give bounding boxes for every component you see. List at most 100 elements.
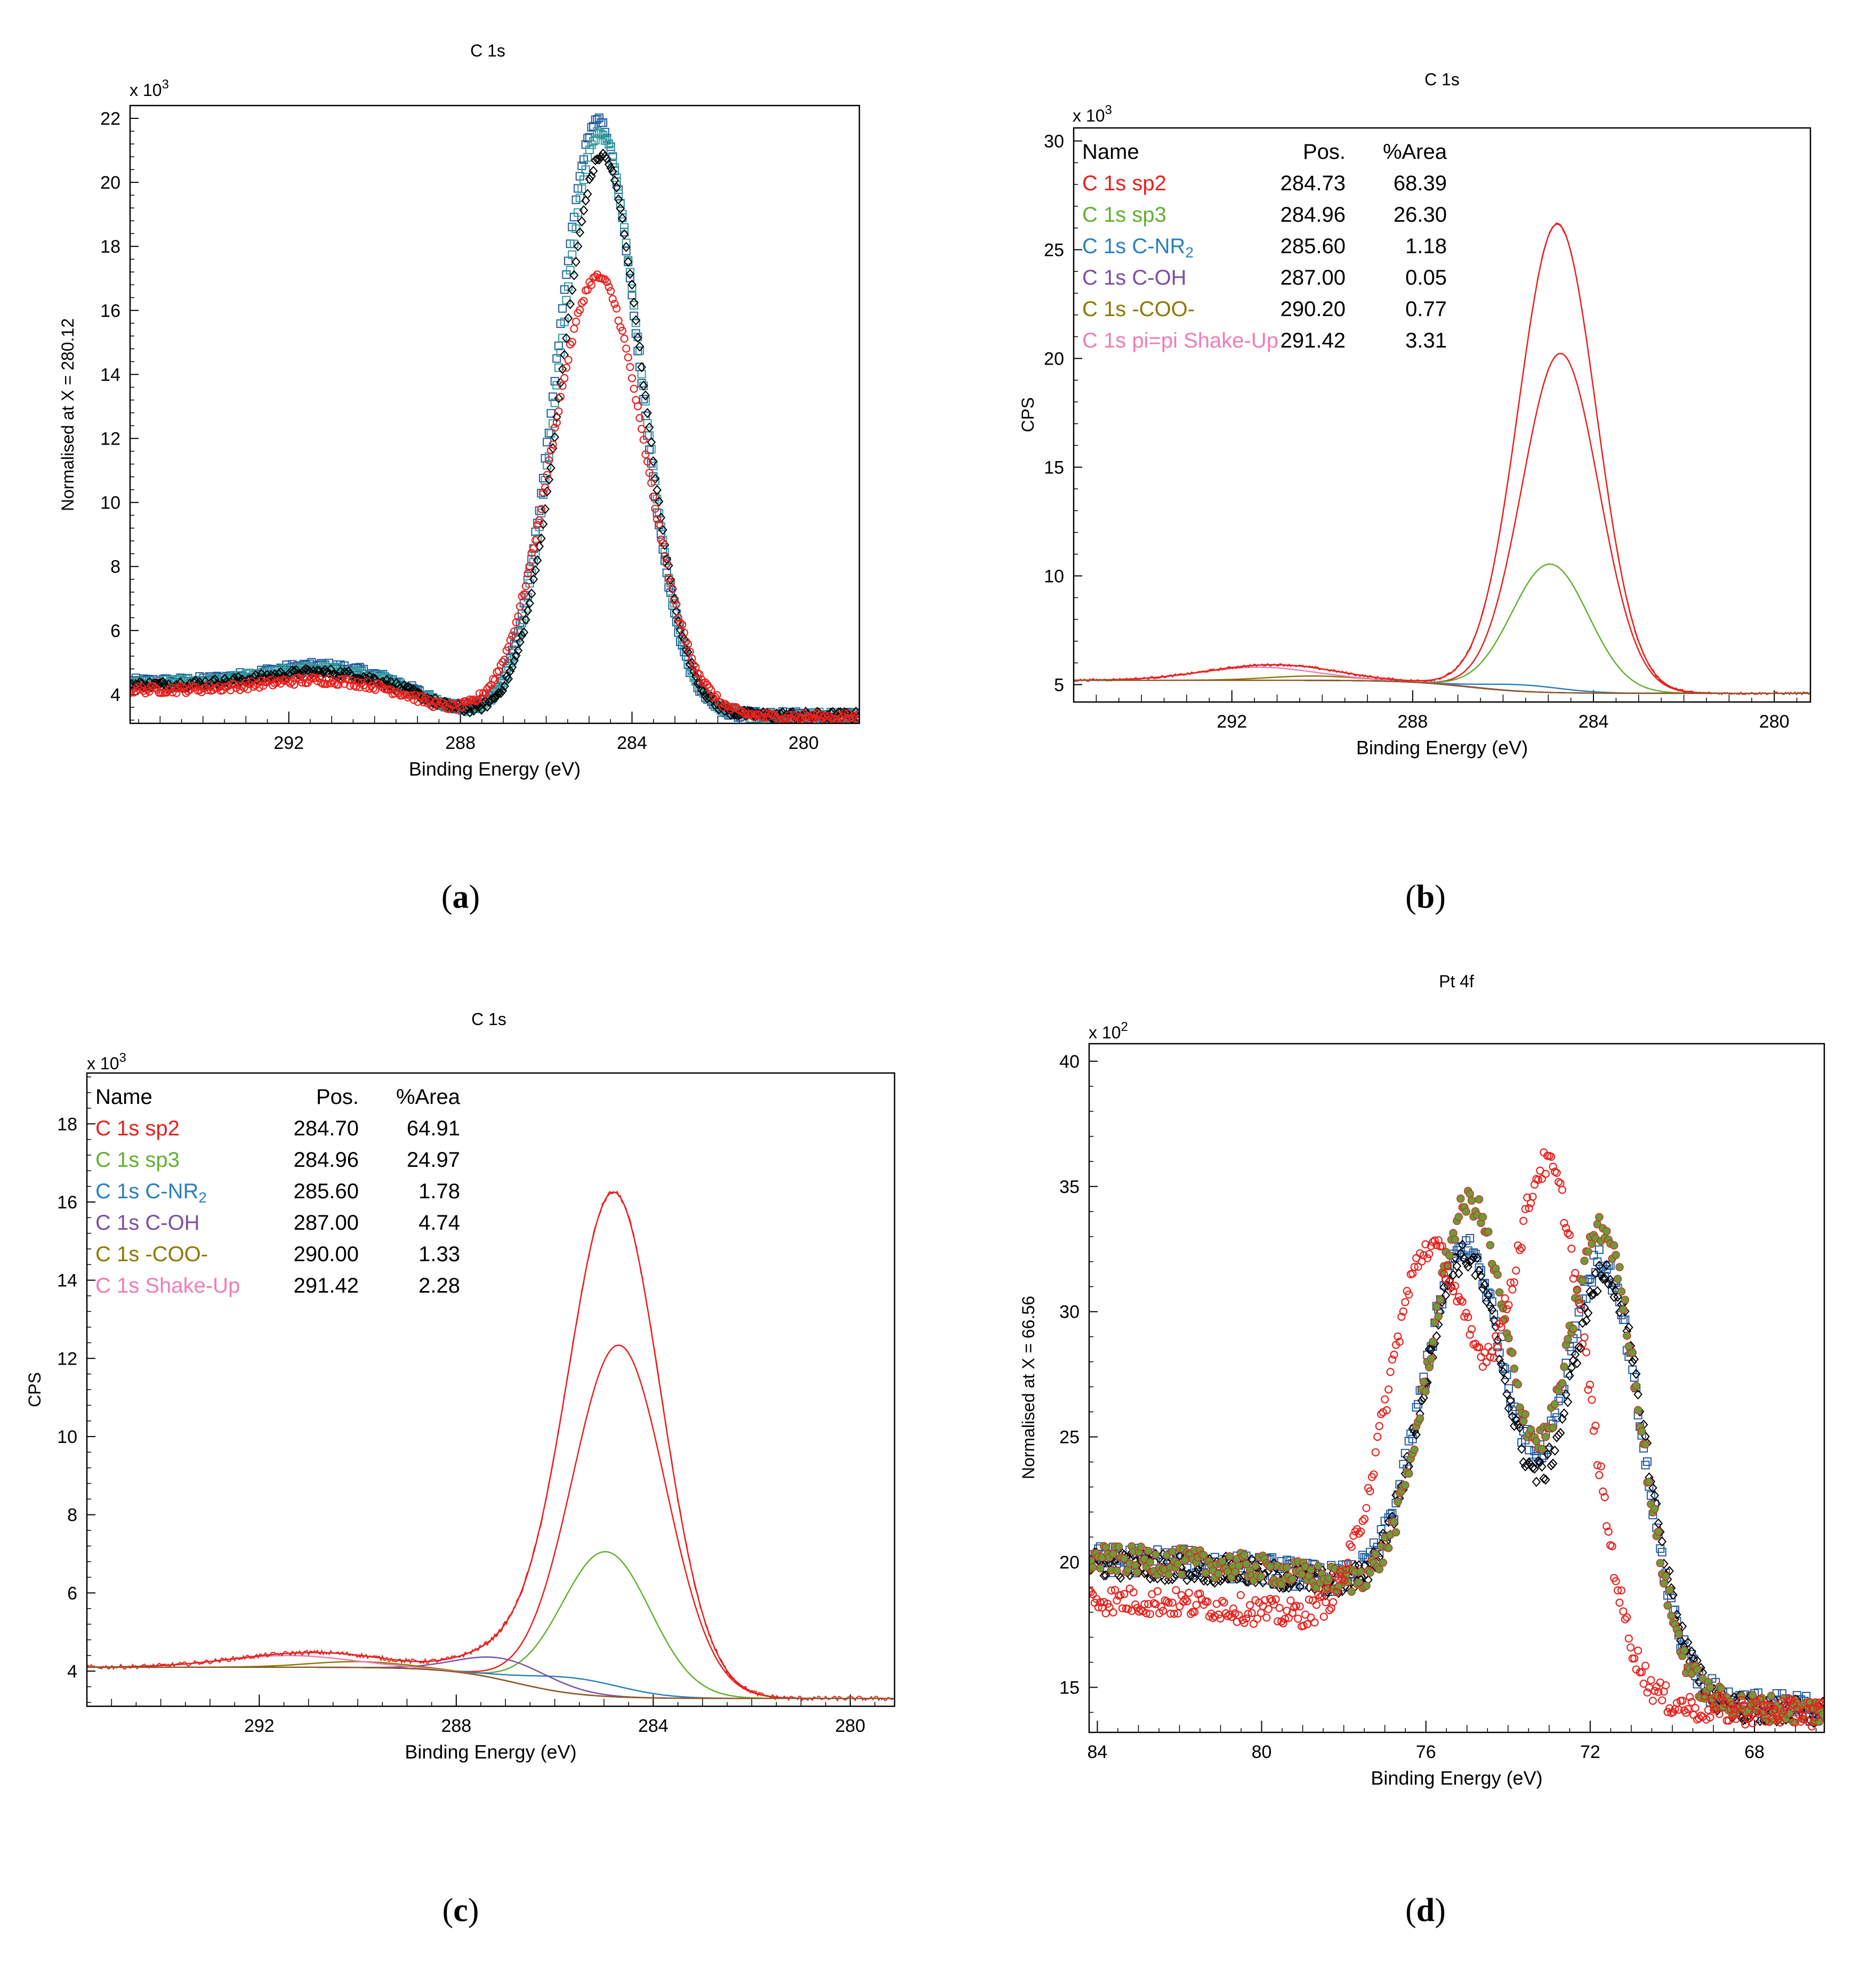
data-point [1475, 1343, 1484, 1352]
y-tick-label: 8 [67, 1505, 77, 1526]
data-point [1319, 1612, 1328, 1621]
data-point [1674, 1705, 1683, 1714]
data-point [504, 673, 513, 684]
data-point [726, 709, 735, 720]
data-point [536, 533, 546, 544]
data-point [230, 673, 239, 683]
legend-row-area: 1.33 [418, 1243, 460, 1266]
data-point [1452, 1261, 1462, 1271]
data-point [1502, 1389, 1511, 1399]
y-tick-label: 20 [100, 173, 120, 193]
legend-row-area: 2.28 [418, 1274, 460, 1297]
data-point [1423, 1254, 1432, 1262]
data-point [1118, 1604, 1127, 1612]
data-point [1203, 1598, 1212, 1606]
legend-header-name: Name [1082, 140, 1139, 164]
data-point [1395, 1337, 1404, 1346]
data-point [1587, 1278, 1596, 1287]
x-tick-label: 284 [638, 1716, 669, 1736]
data-point [826, 707, 835, 718]
data-point [567, 285, 577, 295]
data-point [1377, 1410, 1386, 1418]
axis-multiplier-exponent: 2 [1121, 1020, 1128, 1034]
data-point [1391, 1528, 1400, 1537]
data-point [1419, 1392, 1428, 1403]
data-point [1617, 1287, 1626, 1296]
data-point [1573, 1286, 1581, 1294]
legend-row-pos: 284.73 [1281, 172, 1346, 195]
data-point [605, 139, 614, 148]
data-point [1547, 1460, 1556, 1471]
data-point [1246, 1601, 1254, 1609]
data-point [1678, 1696, 1687, 1705]
data-point [647, 445, 656, 454]
legend-row-pos: 284.96 [1281, 203, 1346, 227]
data-point [1485, 1301, 1495, 1312]
data-point [1670, 1606, 1679, 1615]
x-tick-label: 288 [1398, 712, 1428, 732]
legend-row-name: C 1s sp3 [1082, 203, 1166, 227]
legend-row-name: C 1s -COO- [1082, 297, 1195, 321]
data-point [1576, 1343, 1585, 1353]
data-point [606, 146, 615, 155]
legend-row-area: 68.39 [1394, 172, 1447, 195]
y-tick-label: 16 [100, 301, 120, 321]
data-point [556, 348, 565, 357]
data-point [1580, 1256, 1589, 1265]
data-point [1456, 1194, 1465, 1203]
data-point [649, 462, 658, 471]
data-point [1574, 1342, 1584, 1352]
data-point [1650, 1490, 1660, 1501]
data-point [475, 689, 484, 698]
data-point [1427, 1354, 1436, 1363]
data-point [1157, 1602, 1165, 1611]
data-point [1218, 1557, 1227, 1566]
data-point [1691, 1704, 1700, 1712]
data-point [1623, 1613, 1631, 1622]
data-point [1410, 1445, 1419, 1454]
legend-row-pos: 284.96 [294, 1148, 359, 1172]
data-point [533, 520, 542, 529]
data-point [1815, 1698, 1823, 1707]
data-point [1609, 1241, 1619, 1250]
data-point [1386, 1368, 1395, 1376]
data-point [1492, 1332, 1500, 1341]
data-point [1419, 1377, 1428, 1386]
data-point [1554, 1177, 1563, 1187]
data-point [1430, 1318, 1439, 1327]
data-point [594, 154, 604, 165]
data-point [1585, 1381, 1595, 1389]
data-point [537, 505, 545, 513]
data-point [413, 698, 422, 706]
y-axis-label: Normalised at X = 280.12 [58, 318, 77, 511]
data-point [1811, 1713, 1820, 1722]
data-point [1489, 1310, 1499, 1319]
data-point [492, 690, 502, 701]
data-point [662, 556, 671, 566]
data-point [1565, 1370, 1574, 1381]
data-point [1641, 1440, 1650, 1449]
data-point [1089, 1563, 1097, 1571]
data-point [1427, 1242, 1435, 1251]
data-point [1318, 1592, 1326, 1600]
data-point [1513, 1380, 1523, 1389]
data-point [813, 709, 822, 717]
data-point [1817, 1700, 1824, 1709]
data-point [1379, 1558, 1387, 1567]
data-point [539, 488, 547, 497]
data-point [543, 461, 552, 470]
fit-legend: Name Pos. %Area C 1s sp2 284.70 64.91 C 1s sp3… [95, 1085, 461, 1297]
data-point [1356, 1567, 1365, 1576]
data-point [1657, 1536, 1667, 1547]
data-point [1181, 1595, 1189, 1603]
data-point [851, 715, 859, 723]
data-point [1554, 1430, 1563, 1440]
data-point [1110, 1586, 1120, 1594]
data-point [490, 676, 500, 684]
data-point [1445, 1251, 1454, 1260]
data-point [531, 536, 540, 545]
chart-title: Pt 4f [1439, 972, 1474, 991]
data-point [1550, 1400, 1559, 1409]
data-point [1394, 1497, 1402, 1506]
